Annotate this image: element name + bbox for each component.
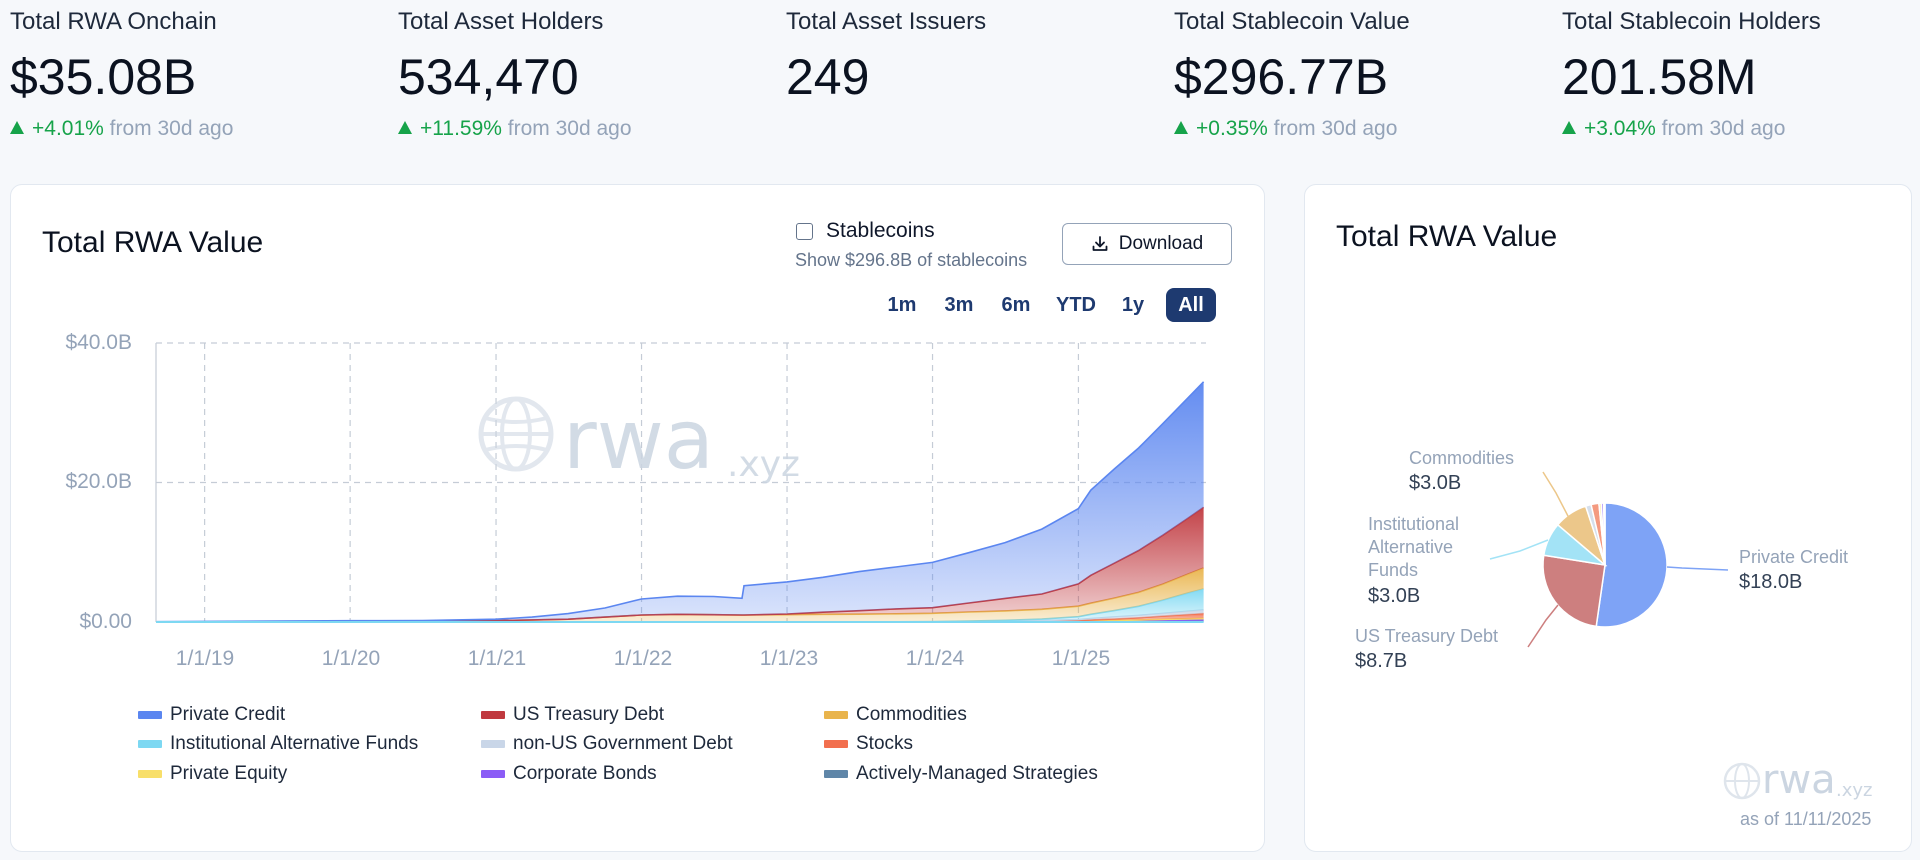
legend-swatch [138, 711, 162, 719]
stablecoins-checkbox[interactable] [796, 223, 813, 240]
legend-swatch [481, 740, 505, 748]
stat-value: 201.58M [1562, 49, 1757, 105]
stat-change: +11.59% from 30d ago [398, 117, 632, 141]
legend-swatch [481, 770, 505, 778]
range-all[interactable]: All [1166, 288, 1216, 322]
stat-label: Total Asset Issuers [786, 8, 987, 35]
up-arrow-icon [1562, 121, 1576, 134]
stat-change-from: from 30d ago [1661, 117, 1786, 140]
legend-item[interactable]: Private Equity [138, 763, 287, 785]
legend-item[interactable]: non-US Government Debt [481, 733, 733, 755]
up-arrow-icon [10, 121, 24, 134]
legend-swatch [824, 711, 848, 719]
pie-label-private-credit: Private Credit [1739, 547, 1849, 567]
stat-change-pct: +4.01% [32, 117, 104, 140]
up-arrow-icon [398, 121, 412, 134]
pie-label-us-treasury: US Treasury Debt [1355, 626, 1499, 646]
stat-change: +0.35% from 30d ago [1174, 117, 1397, 141]
up-arrow-icon [1174, 121, 1188, 134]
pie-chart-title: Total RWA Value [1336, 220, 1558, 253]
legend-label: Institutional Alternative Funds [170, 733, 419, 754]
stat-change-pct: +11.59% [420, 117, 502, 140]
stat-change-from: from 30d ago [1273, 117, 1398, 140]
pie-label-inst-alt-line3: Funds [1368, 560, 1419, 580]
legend-item[interactable]: Private Credit [138, 704, 285, 726]
pie-label-inst-alt-line2: Alternative [1368, 537, 1454, 557]
pie-label-commodities: Commodities [1409, 448, 1515, 468]
download-label: Download [1118, 233, 1204, 254]
pie-value-commodities: $3.0B [1409, 472, 1462, 494]
stat-change-pct: +0.35% [1196, 117, 1268, 140]
watermark-text: rwa [1762, 757, 1836, 803]
stat-value: 534,470 [398, 49, 579, 105]
range-6m[interactable]: 6m [1001, 293, 1031, 316]
legend-item[interactable]: US Treasury Debt [481, 704, 664, 726]
y-tick-label: $20.0B [65, 470, 132, 493]
legend-label: Corporate Bonds [513, 763, 657, 784]
legend-label: Stocks [856, 733, 914, 754]
legend-item[interactable]: Corporate Bonds [481, 763, 657, 785]
stat-change-pct: +3.04% [1584, 117, 1656, 140]
main-chart-title: Total RWA Value [42, 226, 264, 259]
x-tick-label: 1/1/20 [321, 647, 381, 670]
legend-label: Private Equity [170, 763, 288, 784]
stat-change-from: from 30d ago [109, 117, 234, 140]
legend-swatch [138, 770, 162, 778]
stat-label: Total Stablecoin Holders [1562, 8, 1821, 35]
legend-swatch [481, 711, 505, 719]
stat-label: Total Asset Holders [398, 8, 604, 35]
stat-value: 249 [786, 49, 870, 105]
legend-item[interactable]: Commodities [824, 704, 967, 726]
range-ytd[interactable]: YTD [1056, 293, 1096, 316]
range-3m[interactable]: 3m [944, 293, 974, 316]
stablecoins-label[interactable]: Stablecoins [826, 219, 935, 242]
as-of-date: as of 11/11/2025 [1740, 809, 1872, 829]
stat-change: +3.04% from 30d ago [1562, 117, 1785, 141]
pie-value-private-credit: $18.0B [1739, 571, 1803, 593]
stablecoins-subtext: Show $296.8B of stablecoins [795, 250, 1028, 270]
legend-swatch [138, 740, 162, 748]
stat-change: +4.01% from 30d ago [10, 117, 233, 141]
watermark-text: rwa [563, 393, 715, 488]
y-tick-label: $0.00 [79, 610, 132, 633]
stat-change-from: from 30d ago [507, 117, 632, 140]
legend-item[interactable]: Stocks [824, 733, 913, 755]
x-tick-label: 1/1/22 [613, 647, 673, 670]
download-icon [1092, 236, 1108, 251]
x-tick-label: 1/1/23 [759, 647, 819, 670]
x-tick-label: 1/1/24 [905, 647, 965, 670]
legend-label: Commodities [856, 704, 967, 725]
watermark-suffix: .xyz [1836, 780, 1873, 801]
pie-value-us-treasury: $8.7B [1355, 650, 1408, 672]
legend-label: Private Credit [170, 704, 286, 725]
x-tick-label: 1/1/25 [1051, 647, 1111, 670]
stat-label: Total RWA Onchain [10, 8, 217, 35]
stat-value: $35.08B [10, 49, 197, 105]
range-1m[interactable]: 1m [887, 293, 917, 316]
download-button[interactable]: Download [1062, 223, 1232, 265]
x-tick-label: 1/1/21 [467, 647, 527, 670]
y-tick-label: $40.0B [65, 331, 132, 354]
x-tick-label: 1/1/19 [175, 647, 235, 670]
stat-value: $296.77B [1174, 49, 1389, 105]
watermark-suffix: .xyz [727, 444, 800, 485]
legend-label: Actively-Managed Strategies [856, 763, 1098, 784]
range-1y[interactable]: 1y [1121, 293, 1145, 316]
legend-swatch [824, 770, 848, 778]
pie-label-inst-alt-line1: Institutional [1368, 514, 1460, 534]
legend-label: non-US Government Debt [513, 733, 733, 754]
stat-label: Total Stablecoin Value [1174, 8, 1410, 35]
legend-swatch [824, 740, 848, 748]
legend-item[interactable]: Actively-Managed Strategies [824, 763, 1098, 785]
legend-item[interactable]: Institutional Alternative Funds [138, 733, 418, 755]
legend-label: US Treasury Debt [513, 704, 664, 725]
pie-value-inst-alt: $3.0B [1368, 585, 1421, 607]
